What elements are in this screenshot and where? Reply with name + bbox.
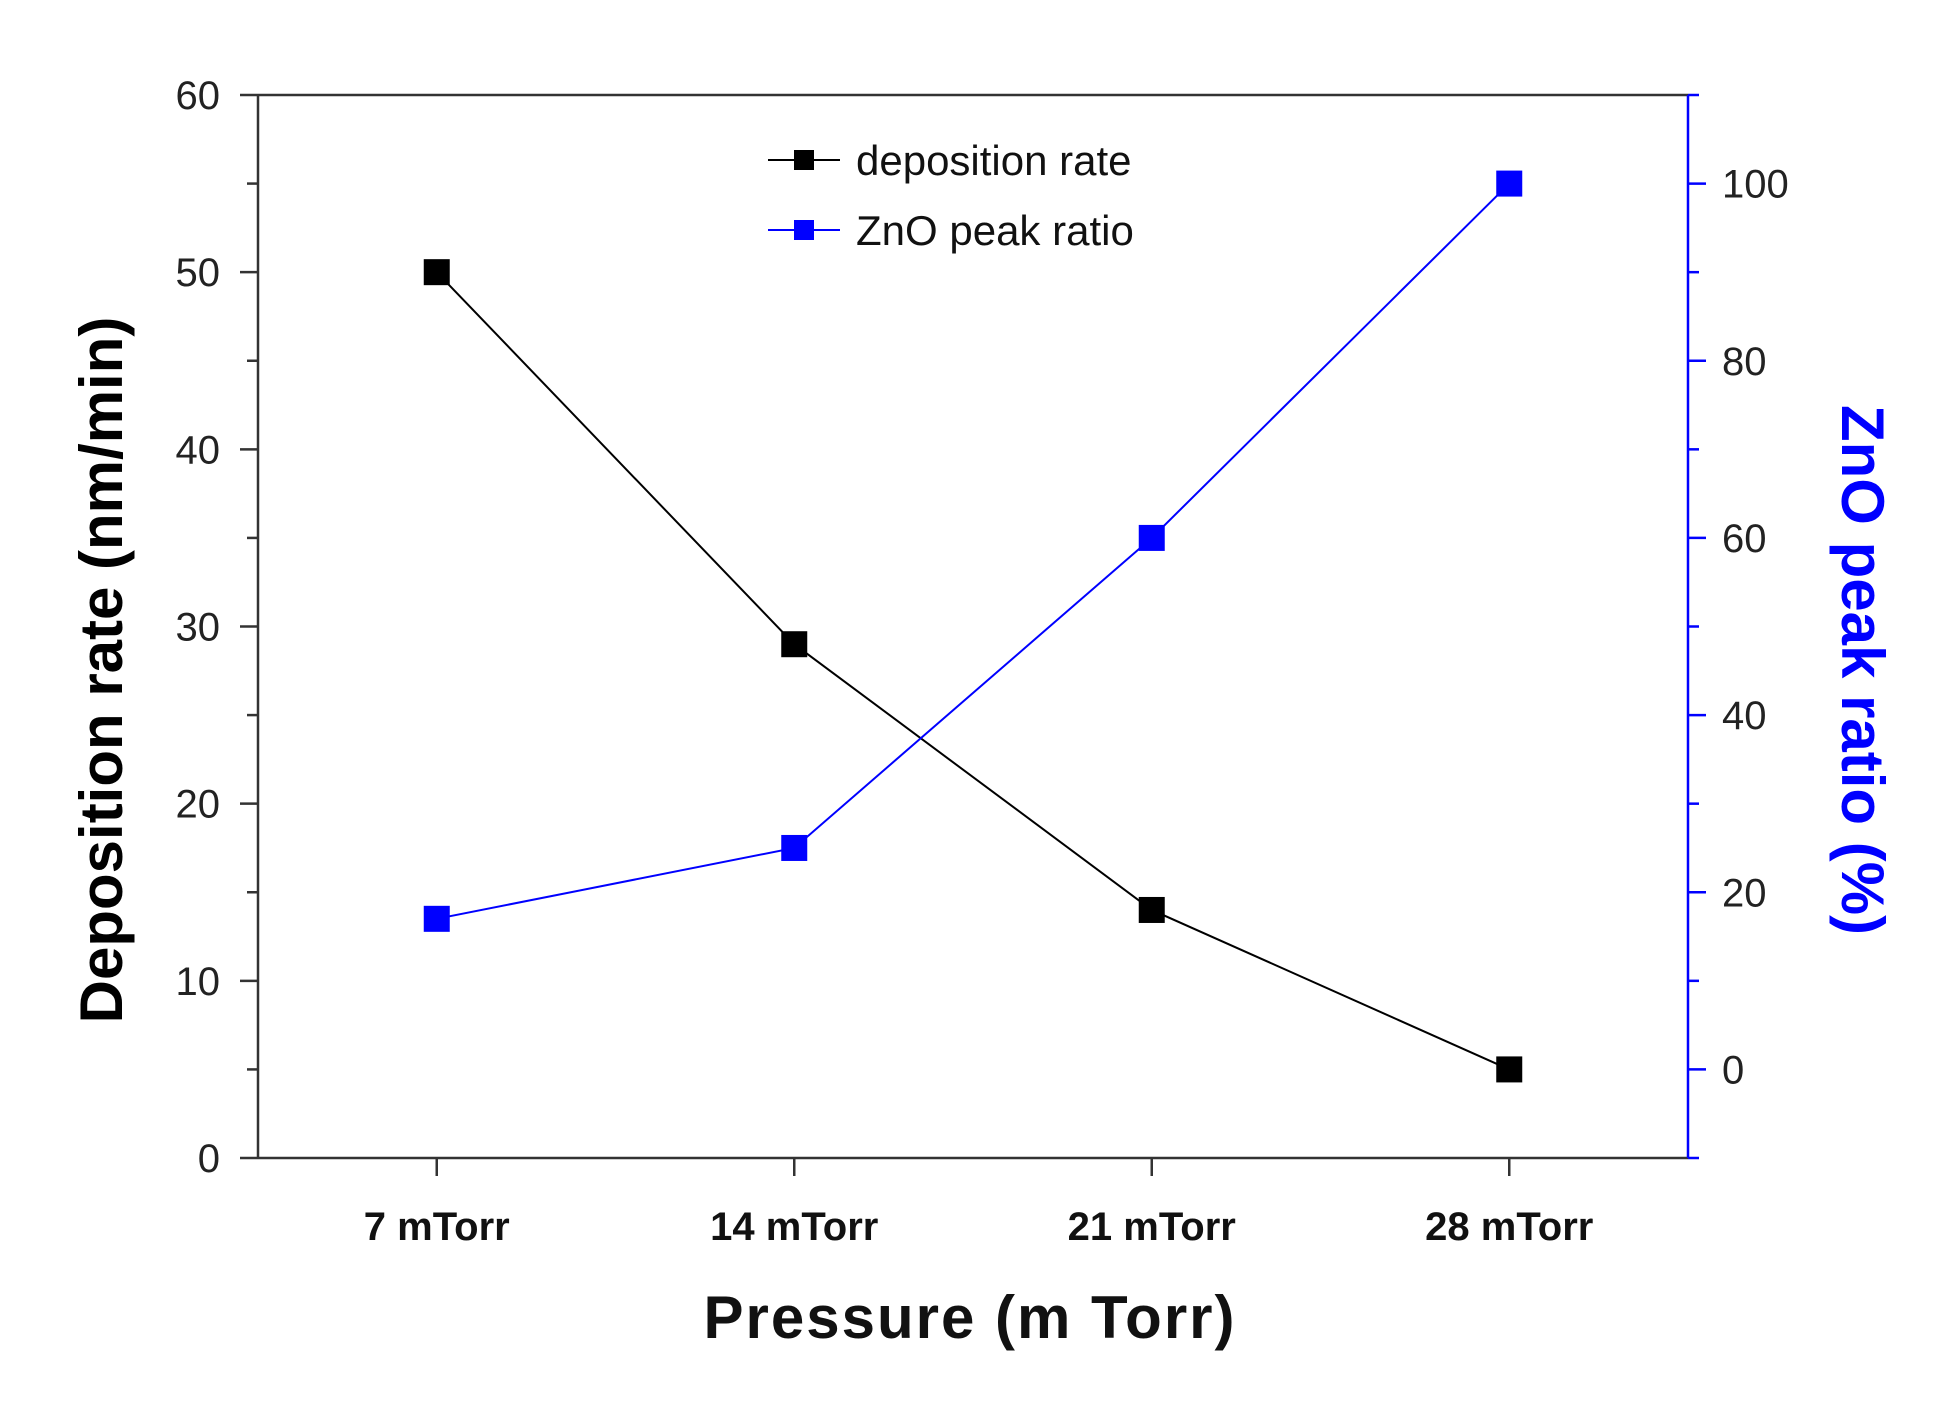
- x-axis: 7 mTorr 14 mTorr 21 mTorr 28 mTorr: [364, 1158, 1593, 1249]
- y-tick-label: 10: [176, 960, 221, 1004]
- data-point-zno: [423, 905, 450, 932]
- legend-item-zno: ZnO peak ratio: [768, 207, 1134, 254]
- y-tick-label: 20: [176, 783, 221, 827]
- legend-item-dep: deposition rate: [768, 137, 1132, 184]
- legend: deposition rate ZnO peak ratio: [768, 137, 1134, 254]
- plot-frame: [256, 93, 1690, 1160]
- y-tick-label: 40: [176, 428, 221, 472]
- series-line-dep: [436, 271, 1510, 1071]
- y-tick-label: 60: [176, 74, 221, 118]
- y-tick-label: 50: [176, 251, 221, 295]
- y2-axis-title: ZnO peak ratio (%): [1829, 405, 1896, 935]
- data-point-dep: [781, 631, 808, 658]
- legend-label-zno: ZnO peak ratio: [856, 207, 1134, 254]
- y2-tick-label: 20: [1722, 871, 1767, 915]
- data-point-dep: [1138, 896, 1165, 923]
- y2-tick-label: 80: [1722, 340, 1767, 384]
- series-zno: [423, 170, 1523, 932]
- y2-tick-label: 60: [1722, 517, 1767, 561]
- data-point-zno: [781, 834, 808, 861]
- x-tick-label: 14 mTorr: [710, 1205, 878, 1249]
- legend-label-dep: deposition rate: [856, 137, 1132, 184]
- data-point-dep: [1496, 1056, 1523, 1083]
- series-layer: [423, 170, 1523, 1083]
- x-tick-label: 21 mTorr: [1068, 1205, 1236, 1249]
- data-point-zno: [1496, 170, 1523, 197]
- legend-marker-zno: [794, 220, 814, 240]
- series-line-zno: [436, 182, 1510, 920]
- y-tick-label: 0: [198, 1137, 220, 1181]
- data-point-dep: [423, 259, 450, 286]
- x-tick-label: 28 mTorr: [1425, 1205, 1593, 1249]
- right-axis: 0 20 40 60 80 100: [1688, 93, 1789, 1160]
- y-axis-title: Deposition rate (nm/min): [68, 317, 135, 1024]
- legend-marker-dep: [794, 150, 814, 170]
- y2-tick-label: 40: [1722, 694, 1767, 738]
- series-dep: [423, 259, 1523, 1083]
- y2-tick-label: 100: [1722, 163, 1789, 207]
- left-axis: 0 10 20 30 40 50 60: [176, 74, 258, 1181]
- y-tick-label: 30: [176, 606, 221, 650]
- x-axis-title: Pressure (m Torr): [703, 1284, 1236, 1351]
- data-point-zno: [1138, 524, 1165, 551]
- y2-tick-label: 0: [1722, 1048, 1744, 1092]
- x-tick-label: 7 mTorr: [364, 1205, 510, 1249]
